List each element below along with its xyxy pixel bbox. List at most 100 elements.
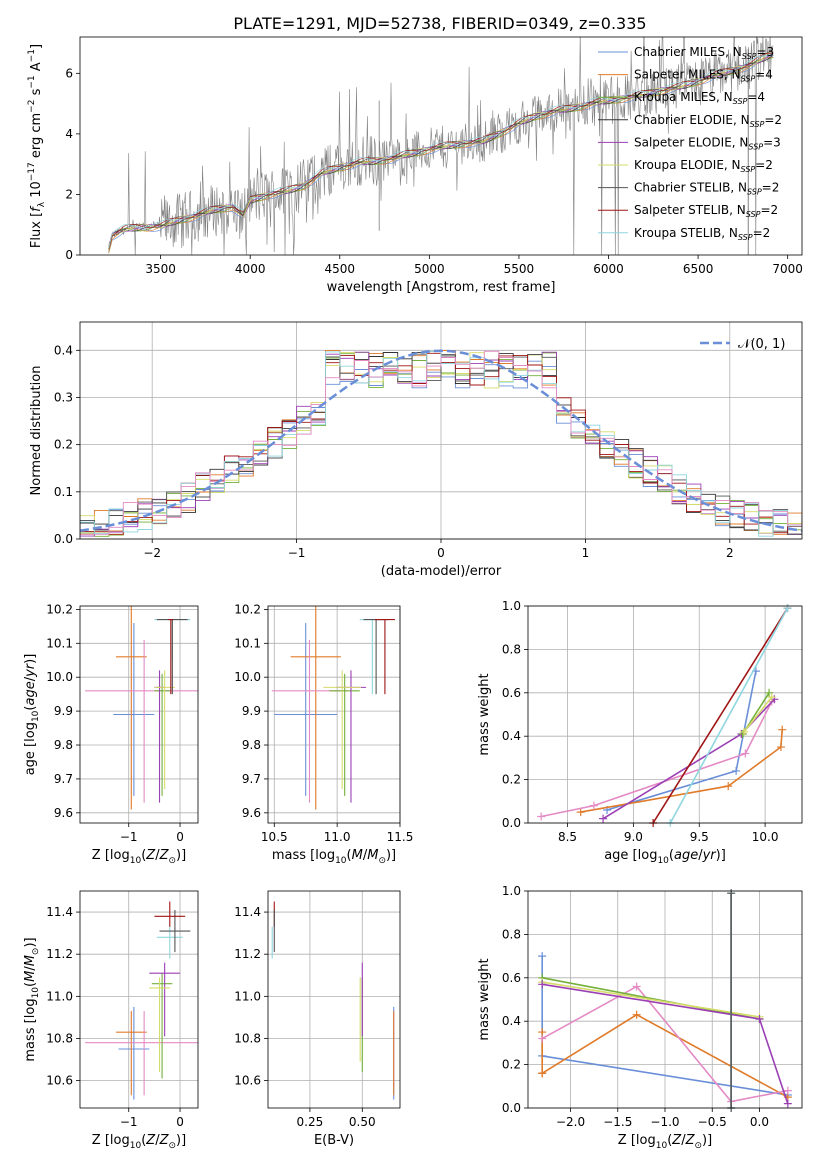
errorbar-point xyxy=(168,619,174,695)
y-tick-label: 10.1 xyxy=(234,636,261,650)
series-marker xyxy=(783,1099,792,1108)
massweight_vs_age-axes: 8.5 9.0 9.5 10.0 0.0 0.2 0.4 0.6 0.8 1.0 xyxy=(502,599,802,844)
y-tick-label: 10.2 xyxy=(234,602,261,616)
y-tick-label: 9.8 xyxy=(242,738,261,752)
age_vs_mass-frame xyxy=(267,605,401,824)
y-tick-label: 9.9 xyxy=(242,704,261,718)
series-marker xyxy=(576,808,585,817)
series-marker xyxy=(783,1086,792,1095)
age_vs_Z-frame xyxy=(79,605,199,824)
errorbar-point xyxy=(115,606,147,810)
errorbar-point xyxy=(85,639,198,803)
series-line xyxy=(541,701,773,818)
x-tick-label: 0.25 xyxy=(297,1115,324,1129)
model-fit-line xyxy=(108,52,774,250)
figure-title: PLATE=1291, MJD=52738, FIBERID=0349, z=0… xyxy=(233,14,646,33)
residuals-frame xyxy=(79,321,803,540)
massweight_vs_age-xlabel: age [log10(age/yr)] xyxy=(604,848,726,866)
legend-entry: Salpeter ELODIE, NSSP=3 xyxy=(634,135,781,151)
x-tick-label: −1 xyxy=(288,546,306,560)
mass_vs_Z-xlabel: Z [log10(Z/Z⊙)] xyxy=(92,1133,186,1151)
y-tick-label: 9.8 xyxy=(54,738,73,752)
normal-curve xyxy=(80,349,802,532)
mass_vs_Z-frame xyxy=(79,890,199,1109)
spectrum-frame xyxy=(79,36,803,256)
x-tick-label: 5500 xyxy=(504,262,535,276)
age_vs_Z-axes: −1 0 9.6 9.7 9.8 9.9 10.0 10.1 10.2 xyxy=(46,602,198,844)
y-tick-label: 0.3 xyxy=(54,390,73,404)
x-tick-label: 6000 xyxy=(593,262,624,276)
y-tick-label: 10.6 xyxy=(46,1074,73,1088)
errorbar-point xyxy=(154,670,175,790)
series-line xyxy=(652,607,789,824)
legend-entry: Salpeter STELIB, NSSP=2 xyxy=(634,203,778,219)
y-tick-label: 9.7 xyxy=(54,772,73,786)
mass_vs_ebv-frame xyxy=(267,890,401,1109)
series-line xyxy=(542,977,760,1020)
errorbar-point xyxy=(156,926,183,959)
series-line xyxy=(542,1055,788,1096)
errorbar-point xyxy=(85,1011,198,1096)
y-tick-label: 9.6 xyxy=(54,806,73,820)
x-tick-label: 0 xyxy=(437,546,445,560)
y-tick-label: 0.0 xyxy=(54,532,73,546)
y-tick-label: 9.7 xyxy=(242,772,261,786)
residual-histograms xyxy=(80,349,802,537)
x-tick-label: 10.0 xyxy=(752,830,779,844)
series-marker xyxy=(755,1015,764,1024)
spectrum-axes: 3500 4000 4500 5000 5500 6000 6500 7000 0 2 4 6 xyxy=(65,66,803,276)
massweight_vs_age-ylabel: mass weight xyxy=(477,673,492,755)
x-tick-label: −2.0 xyxy=(556,1115,585,1129)
series-marker xyxy=(778,725,787,734)
y-tick-label: 10.8 xyxy=(46,1031,73,1045)
y-tick-label: 0.2 xyxy=(502,773,521,787)
x-tick-label: −1.5 xyxy=(603,1115,632,1129)
x-tick-label: −0.5 xyxy=(698,1115,727,1129)
legend-entry: Kroupa ELODIE, NSSP=2 xyxy=(634,158,773,174)
y-tick-label: 0.4 xyxy=(502,1014,521,1028)
x-tick-label: 9.0 xyxy=(624,830,643,844)
legend-entry: Salpeter MILES, NSSP=4 xyxy=(634,68,773,84)
x-tick-label: 4500 xyxy=(325,262,356,276)
x-tick-label: 0 xyxy=(176,830,184,844)
errorbar-point xyxy=(323,670,362,790)
x-tick-label: 9.5 xyxy=(690,830,709,844)
model-fit-line xyxy=(108,53,774,249)
series-marker xyxy=(740,727,749,736)
y-tick-label: 6 xyxy=(65,66,73,80)
spectrum-ylabel: Flux [fλ 10−17 erg cm−2 s−1 A−1] xyxy=(27,44,47,248)
errorbar-point xyxy=(374,619,395,695)
mass_vs_Z-ylabel: mass [log10(M/M⊙)] xyxy=(23,937,41,1061)
x-tick-label: 1 xyxy=(582,546,590,560)
series-marker xyxy=(732,766,741,775)
spectrum-legend: Chabrier MILES, NSSP=3 Salpeter MILES, NS… xyxy=(598,45,782,242)
y-tick-label: 0.8 xyxy=(502,927,521,941)
y-tick-label: 2 xyxy=(65,187,73,201)
mass_vs_Z-axes: −1 0 10.6 10.8 11.0 11.2 11.4 xyxy=(46,891,198,1129)
x-tick-label: 5000 xyxy=(414,262,445,276)
residuals-ylabel: Normed distribution xyxy=(29,366,44,496)
x-tick-label: 8.5 xyxy=(558,830,577,844)
errorbar-point xyxy=(115,1011,147,1096)
series-line xyxy=(743,696,773,733)
legend-entry: Chabrier MILES, NSSP=3 xyxy=(634,45,774,61)
series-marker xyxy=(537,812,546,821)
series-marker xyxy=(538,952,547,961)
x-tick-label: 3500 xyxy=(145,262,176,276)
y-tick-label: 0.8 xyxy=(502,642,521,656)
series-marker xyxy=(538,980,547,989)
y-tick-label: 10.1 xyxy=(46,636,73,650)
x-tick-label: 0.50 xyxy=(349,1115,376,1129)
massweight_vs_age-lines xyxy=(537,604,792,827)
y-tick-label: 0.6 xyxy=(502,686,521,700)
series-marker xyxy=(599,814,608,823)
x-tick-label: 6500 xyxy=(683,262,714,276)
spectrum-lines xyxy=(108,37,774,255)
legend-entry: Kroupa STELIB, NSSP=2 xyxy=(634,226,770,242)
massweight_vs_Z-frame xyxy=(527,890,803,1109)
errorbar-point xyxy=(359,619,385,695)
mass_vs_ebv-axes: 0.25 0.50 10.6 10.8 11.0 11.2 11.4 xyxy=(234,891,400,1129)
massweight_vs_Z-ylabel: mass weight xyxy=(477,958,492,1040)
series-marker xyxy=(776,743,785,752)
